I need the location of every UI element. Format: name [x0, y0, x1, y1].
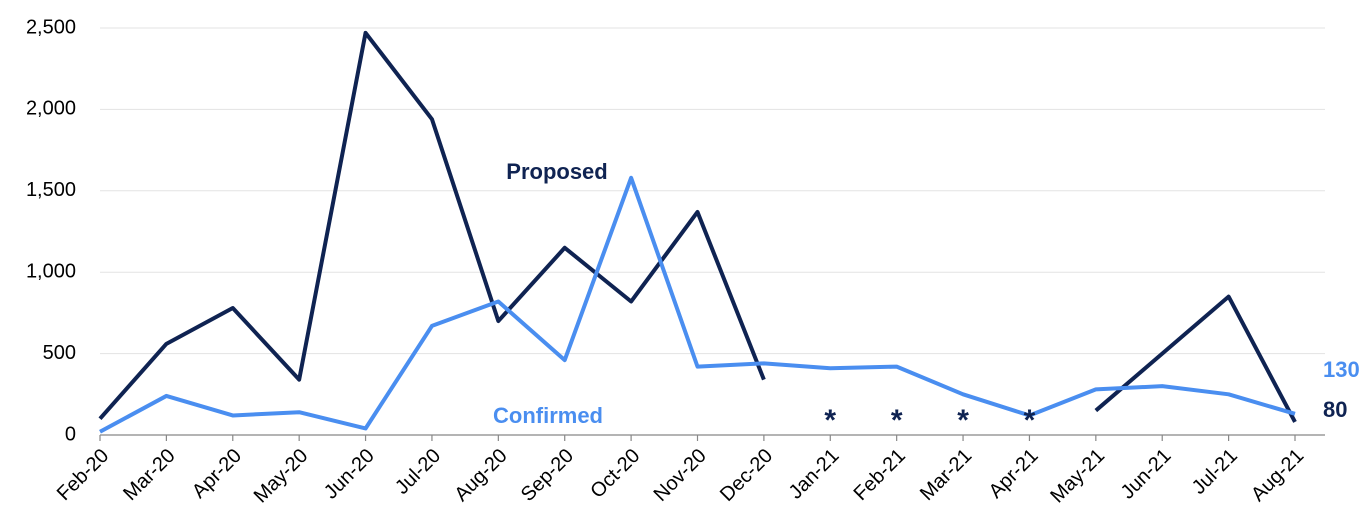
y-tick-label: 2,000 — [26, 98, 76, 120]
data-label: 130 — [1323, 357, 1360, 382]
x-tick-label: Jun-20 — [320, 445, 379, 504]
data-label: 80 — [1323, 397, 1347, 422]
annotation: * — [1024, 404, 1036, 437]
x-tick-label: Jul-21 — [1188, 445, 1242, 499]
y-tick-label: 0 — [65, 423, 76, 445]
series-label: Proposed — [506, 159, 607, 184]
x-tick-label: Feb-21 — [850, 445, 910, 505]
series-label: Confirmed — [493, 403, 603, 428]
y-tick-label: 1,000 — [26, 260, 76, 282]
x-tick-label: Feb-20 — [53, 445, 113, 505]
x-tick-label: Apr-21 — [985, 445, 1043, 503]
x-tick-label: Aug-21 — [1247, 445, 1308, 506]
x-tick-label: Apr-20 — [188, 445, 246, 503]
y-tick-label: 500 — [43, 342, 76, 364]
series-line — [99, 175, 1296, 434]
annotation: * — [824, 404, 836, 437]
x-tick-label: May-20 — [250, 445, 313, 508]
annotation: * — [891, 404, 903, 437]
series-line — [98, 30, 1297, 423]
x-tick-label: Nov-20 — [650, 445, 711, 506]
y-tick-label: 1,500 — [26, 179, 76, 201]
x-tick-label: May-21 — [1046, 445, 1109, 508]
annotation: * — [957, 404, 969, 437]
x-tick-label: Sep-20 — [517, 445, 578, 506]
x-tick-label: Jan-21 — [785, 445, 844, 504]
y-tick-label: 2,500 — [26, 16, 76, 38]
x-tick-label: Dec-20 — [716, 445, 777, 506]
x-tick-label: Mar-21 — [916, 445, 976, 505]
x-tick-label: Mar-20 — [119, 445, 179, 505]
x-tick-label: Oct-20 — [586, 445, 644, 503]
x-tick-label: Jun-21 — [1117, 445, 1176, 504]
x-tick-label: Jul-20 — [391, 445, 445, 499]
x-tick-label: Aug-20 — [450, 445, 511, 506]
